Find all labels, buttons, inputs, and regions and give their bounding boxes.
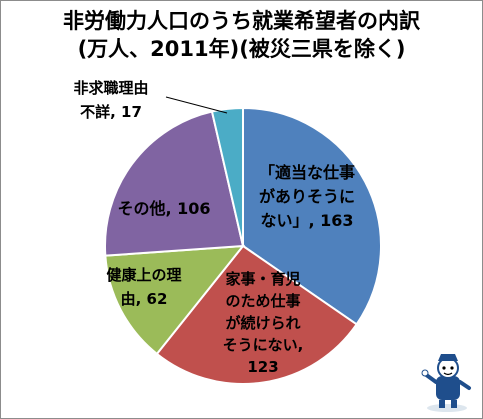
slice-label-line: 由, 62 [121,290,168,308]
slice-label-line: 「適当な仕事 [259,163,355,182]
slice-label-line: 123 [247,358,278,376]
chart-title-block: 非労働力人口のうち就業希望者の内訳 (万人、2011年)(被災三県を除く) [1,7,482,63]
pie-slice-1 [242,106,382,326]
pie-slice-5 [210,106,244,247]
slice-label-line: そうにない, [223,336,304,354]
leader-line-5 [165,96,228,114]
slice-label-line: 不詳, 17 [80,103,142,121]
pie-slice-4 [104,110,245,257]
chart-title: 非労働力人口のうち就業希望者の内訳 [63,9,420,33]
slice-label-line: 家事・育児 [225,270,300,288]
slice-label-1: 「適当な仕事がありそうにない」, 163 [259,163,355,230]
slice-label-line: のため仕事 [225,292,300,310]
slice-label-line: 健康上の理 [106,266,181,284]
slice-label-4: その他, 106 [117,199,210,218]
slice-label-line: が続けられ [225,314,300,332]
slice-label-line: ない」, 163 [260,211,353,230]
mascot-logo [421,354,471,412]
slice-label-3: 健康上の理由, 62 [106,266,181,308]
slice-label-2: 家事・育児のため仕事が続けられそうにない, 123 [223,270,304,376]
slice-label-line: がありそうに [259,187,355,206]
slice-label-line: 非求職理由 [73,79,148,97]
pie-slice-3 [104,244,246,356]
pie-slice-2 [155,244,359,385]
chart-subtitle: (万人、2011年)(被災三県を除く) [77,37,406,61]
slice-label-5: 非求職理由不詳, 17 [73,79,148,121]
slice-label-line: その他, 106 [117,199,210,218]
